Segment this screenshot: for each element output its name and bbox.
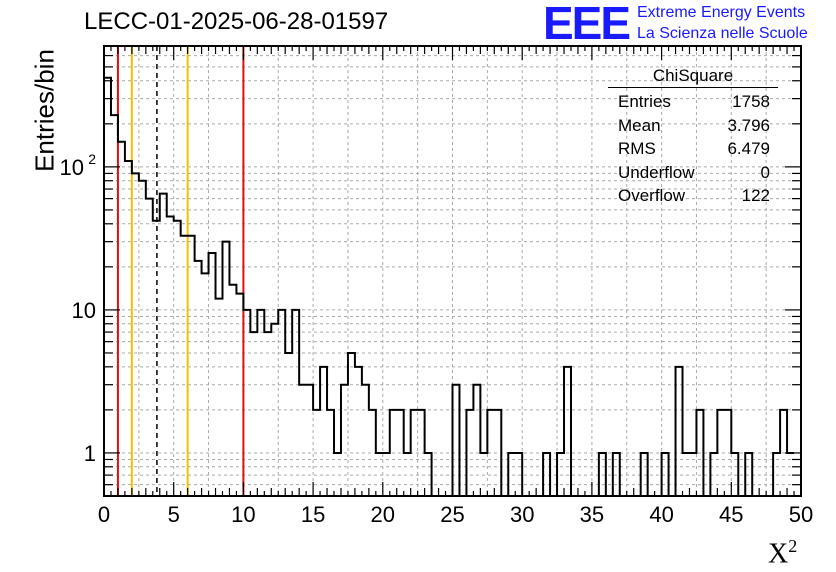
stats-label: RMS	[618, 139, 656, 158]
histogram-bin	[278, 310, 285, 496]
histogram-bin	[320, 367, 327, 496]
histogram-bin	[181, 236, 188, 496]
histogram-bin	[111, 115, 118, 496]
stats-label: Entries	[618, 92, 671, 111]
stats-value: 1758	[732, 92, 770, 111]
stats-row-underflow: Underflow 0	[608, 161, 778, 185]
x-tick-label: 20	[371, 502, 395, 527]
histogram-bin	[167, 216, 174, 496]
stats-row-overflow: Overflow 122	[608, 184, 778, 208]
histogram-bin	[195, 261, 202, 496]
histogram-bin	[139, 181, 146, 496]
x-tick-label: 15	[301, 502, 325, 527]
x-tick-label: 0	[98, 502, 110, 527]
stats-box: ChiSquare Entries 1758 Mean 3.796 RMS 6.479…	[608, 66, 778, 208]
histogram-bin	[125, 161, 132, 496]
plot-title: LECC-01-2025-06-28-01597	[84, 8, 389, 35]
x-tick-label: 50	[789, 502, 813, 527]
histogram-bin	[473, 385, 480, 496]
y-tick-label-sup: 2	[88, 151, 96, 167]
stats-row-entries: Entries 1758	[608, 90, 778, 114]
stats-label: Mean	[618, 115, 661, 135]
histogram-bin	[132, 173, 139, 496]
x-tick-label: 40	[649, 502, 673, 527]
stats-value: 3.796	[727, 115, 770, 135]
stats-value: 0	[760, 162, 770, 182]
histogram-bin	[174, 221, 181, 496]
histogram-bin	[362, 385, 369, 496]
stats-label: Overflow	[618, 186, 686, 205]
x-axis-label: X2	[768, 536, 797, 570]
x-tick-label: 45	[719, 502, 743, 527]
stats-value: 6.479	[727, 139, 770, 158]
y-axis-label: Entries/bin	[29, 49, 60, 172]
histogram-bin	[264, 332, 271, 496]
histogram-bin	[299, 385, 306, 496]
histogram-bin	[118, 142, 125, 496]
y-tick-label: 10	[60, 155, 84, 180]
histogram-bin	[250, 332, 257, 496]
x-tick-label: 5	[168, 502, 180, 527]
x-tick-label: 30	[510, 502, 534, 527]
stats-value: 122	[741, 186, 770, 205]
histogram-bin	[188, 236, 195, 496]
histogram-bin	[676, 367, 683, 496]
histogram-bin	[355, 367, 362, 496]
histogram-bin	[564, 367, 571, 496]
x-tick-label: 25	[440, 502, 464, 527]
histogram-bin	[146, 199, 153, 496]
x-tick-label: 35	[580, 502, 604, 527]
y-tick-label: 10	[72, 298, 96, 323]
histogram-series	[104, 76, 795, 497]
histogram-bin	[453, 385, 460, 496]
stats-label: Underflow	[618, 162, 695, 182]
histogram-bin	[160, 194, 167, 496]
stats-title: ChiSquare	[608, 66, 778, 88]
histogram-bin	[104, 78, 111, 496]
histogram-bin	[292, 310, 299, 496]
x-axis-label-sup: 2	[788, 536, 798, 556]
logo-line-2: La Scienza nelle Scuole	[637, 25, 808, 42]
histogram-bin	[243, 310, 250, 496]
stats-row-rms: RMS 6.479	[608, 137, 778, 161]
logo-line-1: Extreme Energy Events	[637, 4, 806, 21]
eee-logo: EEE	[543, 0, 631, 49]
stats-row-mean: Mean 3.796	[608, 114, 778, 138]
x-tick-label: 10	[231, 502, 255, 527]
x-axis-label-base: X	[768, 538, 789, 570]
histogram-bin	[257, 310, 264, 496]
y-tick-label: 1	[84, 441, 96, 466]
histogram-bin	[222, 242, 229, 496]
histogram-bin	[348, 353, 355, 496]
histogram-bin	[285, 353, 292, 496]
histogram-bin	[306, 385, 313, 496]
histogram-bin	[341, 385, 348, 496]
